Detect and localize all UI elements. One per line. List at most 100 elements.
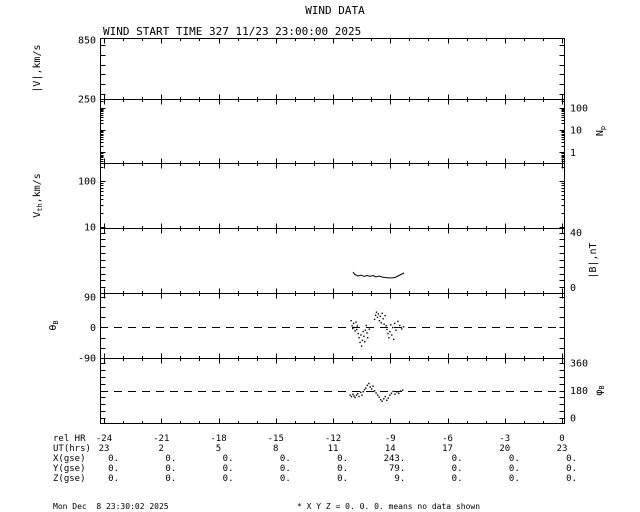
ylabel-subscript: p <box>599 126 607 130</box>
data-point <box>355 394 358 396</box>
data-point <box>352 322 355 325</box>
axis-row-value: -9 <box>385 434 396 444</box>
tick-label: 180 <box>570 386 588 397</box>
data-point <box>376 316 379 318</box>
data-point <box>356 328 358 331</box>
axis-row-value: 0. <box>223 464 234 474</box>
data-point <box>360 391 362 393</box>
data-point <box>370 388 373 390</box>
data-point <box>400 390 402 392</box>
axis-row-value: 0. <box>280 464 291 474</box>
data-point <box>375 311 378 313</box>
data-point <box>380 322 382 324</box>
tick-label: 850 <box>78 35 96 46</box>
data-point <box>393 338 395 341</box>
data-point <box>363 335 365 337</box>
data-point <box>365 324 367 327</box>
axis-row-value: 2 <box>159 444 164 454</box>
tick-label: 10 <box>84 222 96 233</box>
tick-label: 0 <box>570 283 576 294</box>
data-point <box>354 330 356 332</box>
data-point <box>351 325 353 327</box>
data-point <box>377 313 380 315</box>
axis-row-value: 0. <box>108 454 119 464</box>
data-point <box>355 321 357 323</box>
axis-row-value: 23 <box>557 444 568 454</box>
axis-row-value: 17 <box>442 444 453 454</box>
data-point <box>352 327 354 330</box>
data-point <box>353 395 355 397</box>
data-point <box>390 392 393 394</box>
tick-label: -90 <box>78 354 96 365</box>
axis-row-value: 0. <box>337 474 348 484</box>
ylabel-b-magnitude: |B|,nT <box>588 242 599 278</box>
footer-timestamp: Mon Dec 8 23:30:02 2025 <box>53 502 169 511</box>
tick-label: 10 <box>570 126 582 137</box>
data-point <box>369 386 371 388</box>
data-point <box>386 399 388 401</box>
footer-note: * X Y Z = 0. 0. 0. means no data shown <box>297 502 480 511</box>
ylabel-pre: N <box>595 130 606 136</box>
tick-label: 100 <box>78 176 96 187</box>
data-point <box>364 341 366 343</box>
tick-label: 0 <box>90 323 96 334</box>
data-point <box>357 332 359 335</box>
data-point <box>363 389 366 391</box>
axis-row-value: 23 <box>99 444 110 454</box>
ylabel-subscript: B <box>598 385 606 389</box>
ylabel-thermal-speed: Vth,km/s <box>32 173 44 218</box>
data-point <box>367 337 369 339</box>
data-point <box>374 314 377 316</box>
ylabel-subscript: th <box>36 203 44 211</box>
data-point <box>401 328 403 330</box>
data-point <box>384 395 386 398</box>
axis-row-value: 0 <box>559 434 564 444</box>
data-point <box>350 395 353 398</box>
axis-row-value: 8 <box>273 444 278 454</box>
axis-row-value: 0. <box>108 474 119 484</box>
data-point <box>350 320 352 322</box>
axis-row-value: -21 <box>153 434 169 444</box>
data-point <box>379 315 381 317</box>
panels-group: 850250|V|,km/s100101Np10010Vth,km/s400|B… <box>32 35 607 484</box>
data-point <box>359 341 361 344</box>
data-point <box>360 334 362 336</box>
tick-label: 360 <box>570 358 588 369</box>
axis-row-value: -3 <box>499 434 510 444</box>
axis-row-value: 243. <box>384 454 406 464</box>
data-point <box>366 332 368 334</box>
axis-row-value: 0. <box>223 454 234 464</box>
axis-row-label: UT(hrs) <box>53 444 91 454</box>
axis-row-value: 0. <box>223 474 234 484</box>
axis-row-value: 0. <box>566 474 577 484</box>
data-point <box>373 318 376 321</box>
data-point <box>398 392 400 394</box>
axis-row-value: 0. <box>280 454 291 464</box>
data-point <box>352 393 354 395</box>
data-point <box>358 395 360 398</box>
data-point <box>380 399 382 401</box>
data-point <box>378 320 381 322</box>
tick-label: 90 <box>84 292 96 303</box>
data-point <box>395 329 397 331</box>
data-point <box>383 323 385 325</box>
ylabel-theta-b: θB <box>48 320 60 330</box>
data-point <box>378 396 380 398</box>
data-point <box>372 385 374 387</box>
data-point <box>382 318 384 320</box>
axis-row-label: rel HR <box>53 434 86 444</box>
data-point <box>392 326 394 329</box>
data-point <box>366 384 369 386</box>
data-point <box>357 392 359 395</box>
axis-row-value: 14 <box>385 444 396 454</box>
data-point <box>349 394 351 396</box>
data-point <box>402 326 405 328</box>
data-point <box>377 394 379 396</box>
ylabel-post: ,km/s <box>32 173 43 203</box>
axis-row-value: 5 <box>216 444 221 454</box>
series-b-magnitude <box>352 271 405 279</box>
tick-label: 0 <box>570 414 576 425</box>
plot-subtitle: WIND START TIME 327 11/23 23:00:00 2025 <box>103 25 361 38</box>
axis-row-value: 0. <box>566 454 577 464</box>
data-point <box>387 332 389 335</box>
